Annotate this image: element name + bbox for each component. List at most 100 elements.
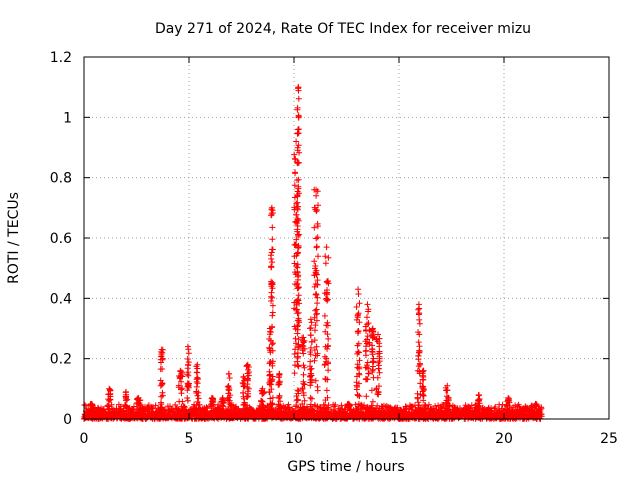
data-point xyxy=(416,347,423,354)
data-point xyxy=(184,356,191,362)
data-point xyxy=(269,302,276,309)
data-point xyxy=(417,380,424,387)
data-point xyxy=(311,272,318,279)
data-point xyxy=(332,401,339,408)
data-point xyxy=(416,316,423,323)
data-point xyxy=(294,192,301,199)
data-point xyxy=(299,401,306,407)
data-point xyxy=(158,393,165,400)
data-point xyxy=(322,253,329,260)
data-point xyxy=(376,343,383,350)
data-point xyxy=(268,280,275,287)
data-point xyxy=(538,405,545,412)
axis-ticks: 0 5 10 15 20 25 0 0.2 0.4 0.6 0.8 1 1.2 xyxy=(50,50,618,447)
data-point xyxy=(172,401,179,408)
y-tick-label: 0.4 xyxy=(50,291,72,307)
data-point xyxy=(416,320,423,327)
data-point xyxy=(295,363,302,370)
data-point xyxy=(269,224,276,231)
data-point xyxy=(269,246,275,253)
data-point xyxy=(291,182,298,189)
data-point xyxy=(105,402,112,409)
data-point xyxy=(295,130,302,137)
data-point xyxy=(269,285,276,292)
data-point xyxy=(325,367,332,374)
data-point xyxy=(356,365,363,372)
data-point xyxy=(307,325,314,331)
data-point xyxy=(403,405,410,412)
data-point xyxy=(291,151,298,158)
data-point xyxy=(259,398,266,405)
data-point xyxy=(307,394,314,401)
data-point xyxy=(312,352,319,359)
data-point xyxy=(308,319,315,326)
data-point xyxy=(269,394,276,401)
data-point xyxy=(295,142,302,149)
data-point xyxy=(296,231,303,238)
data-point xyxy=(301,337,308,344)
data-point xyxy=(266,372,273,379)
data-point xyxy=(294,330,301,337)
data-point xyxy=(420,367,427,374)
data-point xyxy=(300,343,307,349)
data-point xyxy=(444,382,451,389)
data-point xyxy=(363,393,370,400)
data-point xyxy=(313,311,320,318)
data-point xyxy=(259,385,266,392)
data-point xyxy=(293,236,300,243)
data-point xyxy=(307,372,314,379)
data-point xyxy=(313,192,320,199)
data-point xyxy=(323,244,330,251)
data-point xyxy=(374,374,381,381)
data-point xyxy=(353,304,360,310)
data-point xyxy=(269,323,276,330)
data-point xyxy=(105,391,112,398)
data-point xyxy=(314,223,321,230)
data-point xyxy=(325,278,331,284)
data-point xyxy=(368,387,375,394)
x-tick-label: 0 xyxy=(80,431,89,447)
data-point xyxy=(292,170,298,177)
data-point xyxy=(185,372,192,379)
data-point xyxy=(311,347,318,353)
data-point xyxy=(419,385,426,392)
data-point xyxy=(322,328,329,335)
data-point xyxy=(157,366,164,373)
gridlines xyxy=(84,57,609,419)
data-point xyxy=(243,394,250,400)
data-point xyxy=(106,386,113,393)
data-point xyxy=(363,376,370,383)
data-point xyxy=(416,402,422,409)
data-point xyxy=(295,84,302,91)
data-point xyxy=(301,404,308,411)
data-point xyxy=(131,403,137,410)
data-point xyxy=(266,389,273,396)
data-point xyxy=(159,389,166,396)
data-point xyxy=(295,309,302,316)
data-point xyxy=(179,385,186,392)
data-point xyxy=(475,403,482,410)
data-point xyxy=(355,349,362,356)
data-point xyxy=(538,413,545,420)
data-point xyxy=(432,403,439,410)
data-point xyxy=(194,361,201,368)
data-point xyxy=(364,314,370,321)
data-point xyxy=(366,341,373,348)
data-point xyxy=(296,319,303,326)
data-point xyxy=(179,398,186,405)
data-point xyxy=(123,388,129,395)
data-point xyxy=(345,400,352,407)
data-point xyxy=(184,383,191,390)
data-point xyxy=(266,345,273,352)
data-point xyxy=(294,387,301,394)
data-point xyxy=(375,359,382,366)
data-point xyxy=(294,104,301,111)
data-point xyxy=(185,350,192,357)
data-point xyxy=(294,199,301,206)
data-point xyxy=(106,385,113,392)
data-point xyxy=(294,397,301,404)
data-point xyxy=(295,232,301,239)
data-point xyxy=(445,394,452,401)
data-point xyxy=(369,348,376,355)
data-point xyxy=(175,384,182,391)
